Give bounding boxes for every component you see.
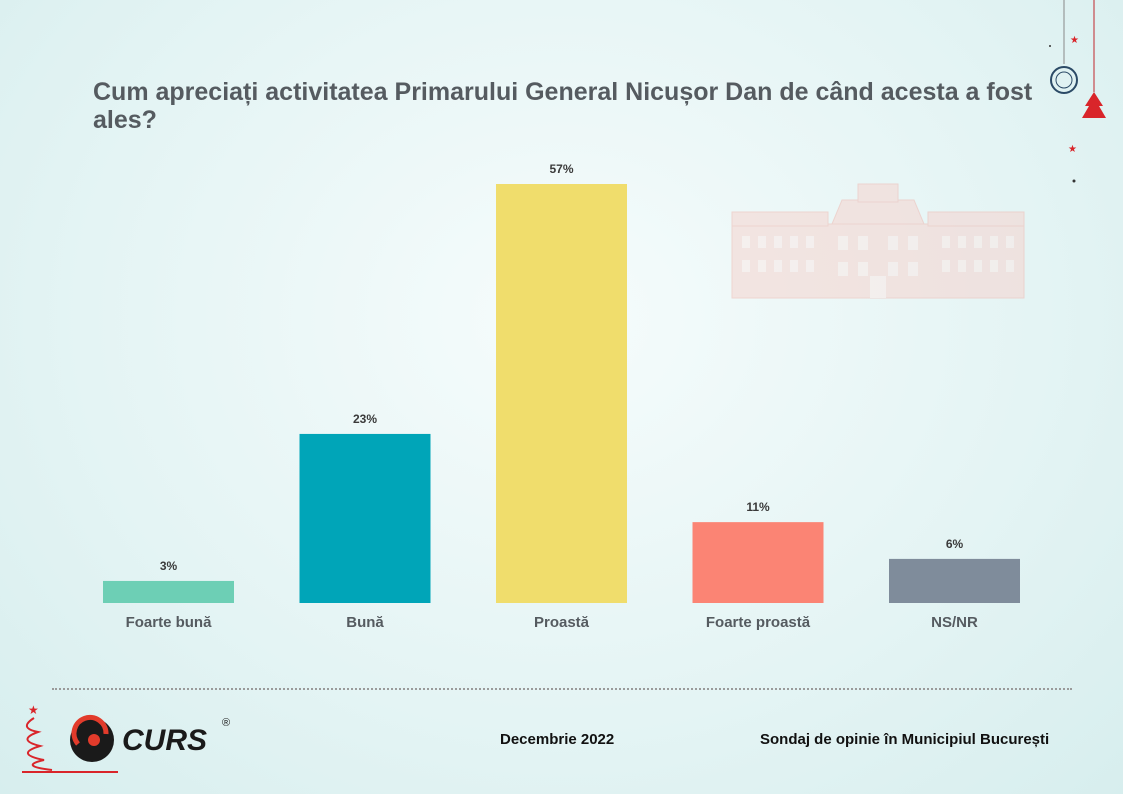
svg-text:®: ® xyxy=(222,717,230,729)
survey-description: Sondaj de opinie în Municipiul București xyxy=(760,731,1050,748)
category-label-1: Bună xyxy=(346,614,384,631)
bar-0 xyxy=(103,580,234,603)
svg-text:★: ★ xyxy=(28,703,39,717)
city-hall-building-icon xyxy=(731,183,1025,299)
bar-2 xyxy=(496,184,627,603)
christmas-tree-icon: ★ xyxy=(22,703,118,773)
christmas-ornaments-icon: ★ ★ xyxy=(1049,0,1106,183)
chart-title: Cum apreciați activitatea Primarului Gen… xyxy=(93,78,1033,134)
curs-emblem-icon xyxy=(70,714,114,762)
data-label-2: 57% xyxy=(549,162,573,176)
category-label-3: Foarte proastă xyxy=(706,614,811,631)
bar-chart: 3% Foarte bună 23% Bună 57% Proastă 11% Foarte … xyxy=(103,162,1020,631)
data-label-3: 11% xyxy=(746,500,770,514)
data-label-4: 6% xyxy=(946,537,964,551)
curs-logo: ★ CURS ® xyxy=(22,703,230,773)
category-label-2: Proastă xyxy=(534,614,590,631)
bar-1 xyxy=(299,433,431,603)
svg-text:★: ★ xyxy=(1070,35,1079,46)
category-label-4: NS/NR xyxy=(931,614,978,631)
bar-4 xyxy=(889,558,1020,603)
survey-date: Decembrie 2022 xyxy=(500,731,615,748)
footer-divider xyxy=(52,688,1072,690)
data-label-1: 23% xyxy=(353,412,377,426)
svg-text:CURS: CURS xyxy=(122,724,207,757)
data-label-0: 3% xyxy=(160,559,178,573)
category-label-0: Foarte bună xyxy=(126,614,212,631)
svg-text:★: ★ xyxy=(1068,144,1077,155)
bar-3 xyxy=(692,522,824,603)
